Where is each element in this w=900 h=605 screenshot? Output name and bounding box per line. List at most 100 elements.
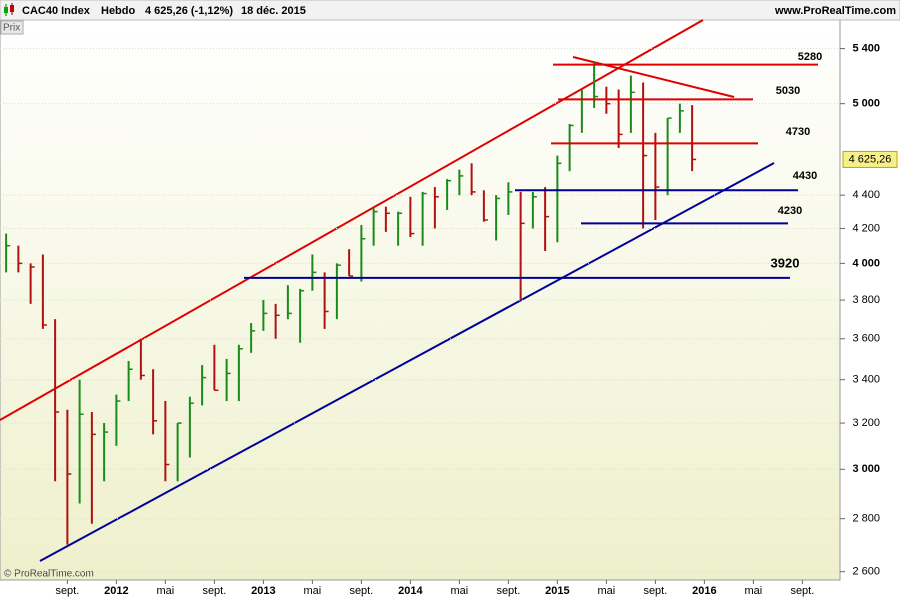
ohlc-bar [691, 105, 697, 172]
y-tick-label: 5 000 [852, 98, 880, 110]
ohlc-bar [237, 344, 243, 402]
ohlc-bar [678, 103, 684, 133]
ohlc-bar [152, 369, 158, 435]
x-tick-label: mai [598, 585, 616, 597]
ohlc-bar [654, 132, 660, 220]
ohlc-bar [421, 191, 427, 246]
x-tick-label: 2012 [104, 585, 128, 597]
ohlc-bar [115, 394, 121, 446]
x-tick-label: 2013 [251, 585, 275, 597]
ohlc-bar [311, 254, 317, 291]
ohlc-bar [201, 365, 207, 406]
last-price-label: 4 625,26 [849, 153, 892, 165]
ohlc-bar [127, 360, 133, 402]
y-tick-label: 2 600 [852, 566, 880, 578]
ohlc-bar [482, 190, 488, 222]
x-tick-label: 2016 [692, 585, 716, 597]
x-tick-label: mai [745, 585, 763, 597]
x-tick-label: sept. [202, 585, 226, 597]
trend-line [0, 19, 704, 421]
level-label: 4230 [778, 205, 802, 217]
ohlc-bar [372, 208, 378, 246]
ohlc-bar [225, 358, 231, 402]
ohlc-bar [519, 191, 525, 301]
ohlc-bar [397, 211, 403, 246]
x-tick-label: sept. [643, 585, 667, 597]
ohlc-bar [458, 169, 464, 196]
ohlc-bar [176, 422, 182, 482]
ohlc-bar [262, 300, 268, 331]
ohlc-bar [286, 285, 292, 320]
ohlc-bar [274, 303, 280, 339]
trend-line [39, 162, 775, 562]
ohlc-bar [507, 182, 513, 215]
symbol: CAC40 Index [22, 5, 91, 17]
ohlc-bar [531, 191, 537, 229]
y-tick-label: 3 600 [852, 333, 880, 345]
y-tick-label: 3 000 [852, 463, 880, 475]
x-tick-label: sept. [349, 585, 373, 597]
y-tick-label: 4 200 [852, 222, 880, 234]
level-label: 4430 [793, 170, 817, 182]
ohlc-bar [666, 117, 672, 196]
ohlc-bar [433, 187, 439, 229]
ohlc-bar [544, 187, 550, 251]
x-tick-label: mai [157, 585, 175, 597]
level-label: 5030 [776, 85, 800, 97]
y-tick-label: 4 400 [852, 189, 880, 201]
x-tick-label: mai [304, 585, 322, 597]
quote: 4 625,26 (-1,12%) [145, 5, 233, 17]
ohlc-bar [17, 245, 23, 273]
ohlc-bar [139, 338, 145, 380]
ohlc-bar [348, 249, 354, 277]
ohlc-bar [66, 409, 72, 545]
ohlc-bar [446, 179, 452, 210]
ohlc-bar [360, 225, 366, 282]
ohlc-bar [299, 288, 305, 343]
y-tick-label: 3 400 [852, 374, 880, 386]
ohlc-bar [384, 206, 390, 232]
y-tick-label: 5 400 [852, 42, 880, 54]
ohlc-bar [5, 233, 11, 273]
candle-icon [4, 3, 14, 16]
ohlc-bar [556, 155, 562, 243]
x-tick-label: 2014 [398, 585, 423, 597]
ohlc-bar [409, 196, 415, 238]
ohlc-bar [470, 163, 476, 196]
y-tick-label: 2 800 [852, 513, 880, 525]
period: Hebdo [101, 5, 136, 17]
last-price-box [842, 150, 898, 168]
date: 18 déc. 2015 [241, 5, 306, 17]
ohlc-bar [213, 344, 219, 392]
y-tick-label: 3 800 [852, 294, 880, 306]
ohlc-bar [642, 82, 648, 229]
panel-label: Prix [3, 23, 20, 34]
ohlc-bar [188, 396, 194, 458]
ohlc-bar [103, 423, 109, 482]
x-tick-label: sept. [496, 585, 520, 597]
ohlc-bar [568, 123, 574, 172]
y-tick-label: 3 200 [852, 417, 880, 429]
ohlc-bar [250, 323, 256, 353]
level-label: 3920 [771, 255, 800, 270]
ohlc-bar [41, 254, 47, 329]
ohlc-bar [495, 195, 501, 241]
y-tick-label: 4 000 [852, 257, 880, 269]
ohlc-bar [90, 411, 96, 524]
panel-tag [0, 20, 24, 35]
ohlc-bar [164, 401, 170, 482]
site: www.ProRealTime.com [774, 5, 896, 17]
x-tick-label: sept. [55, 585, 79, 597]
ohlc-bar [335, 263, 341, 320]
copyright: © ProRealTime.com [4, 569, 94, 580]
ohlc-bar [29, 263, 35, 304]
x-tick-label: sept. [790, 585, 814, 597]
ohlc-bar [629, 75, 635, 133]
ohlc-bar [323, 272, 329, 329]
header-bar [0, 0, 900, 21]
level-label: 5280 [798, 51, 822, 63]
ohlc-bar [54, 319, 60, 482]
x-tick-label: mai [451, 585, 469, 597]
level-label: 4730 [786, 126, 810, 138]
